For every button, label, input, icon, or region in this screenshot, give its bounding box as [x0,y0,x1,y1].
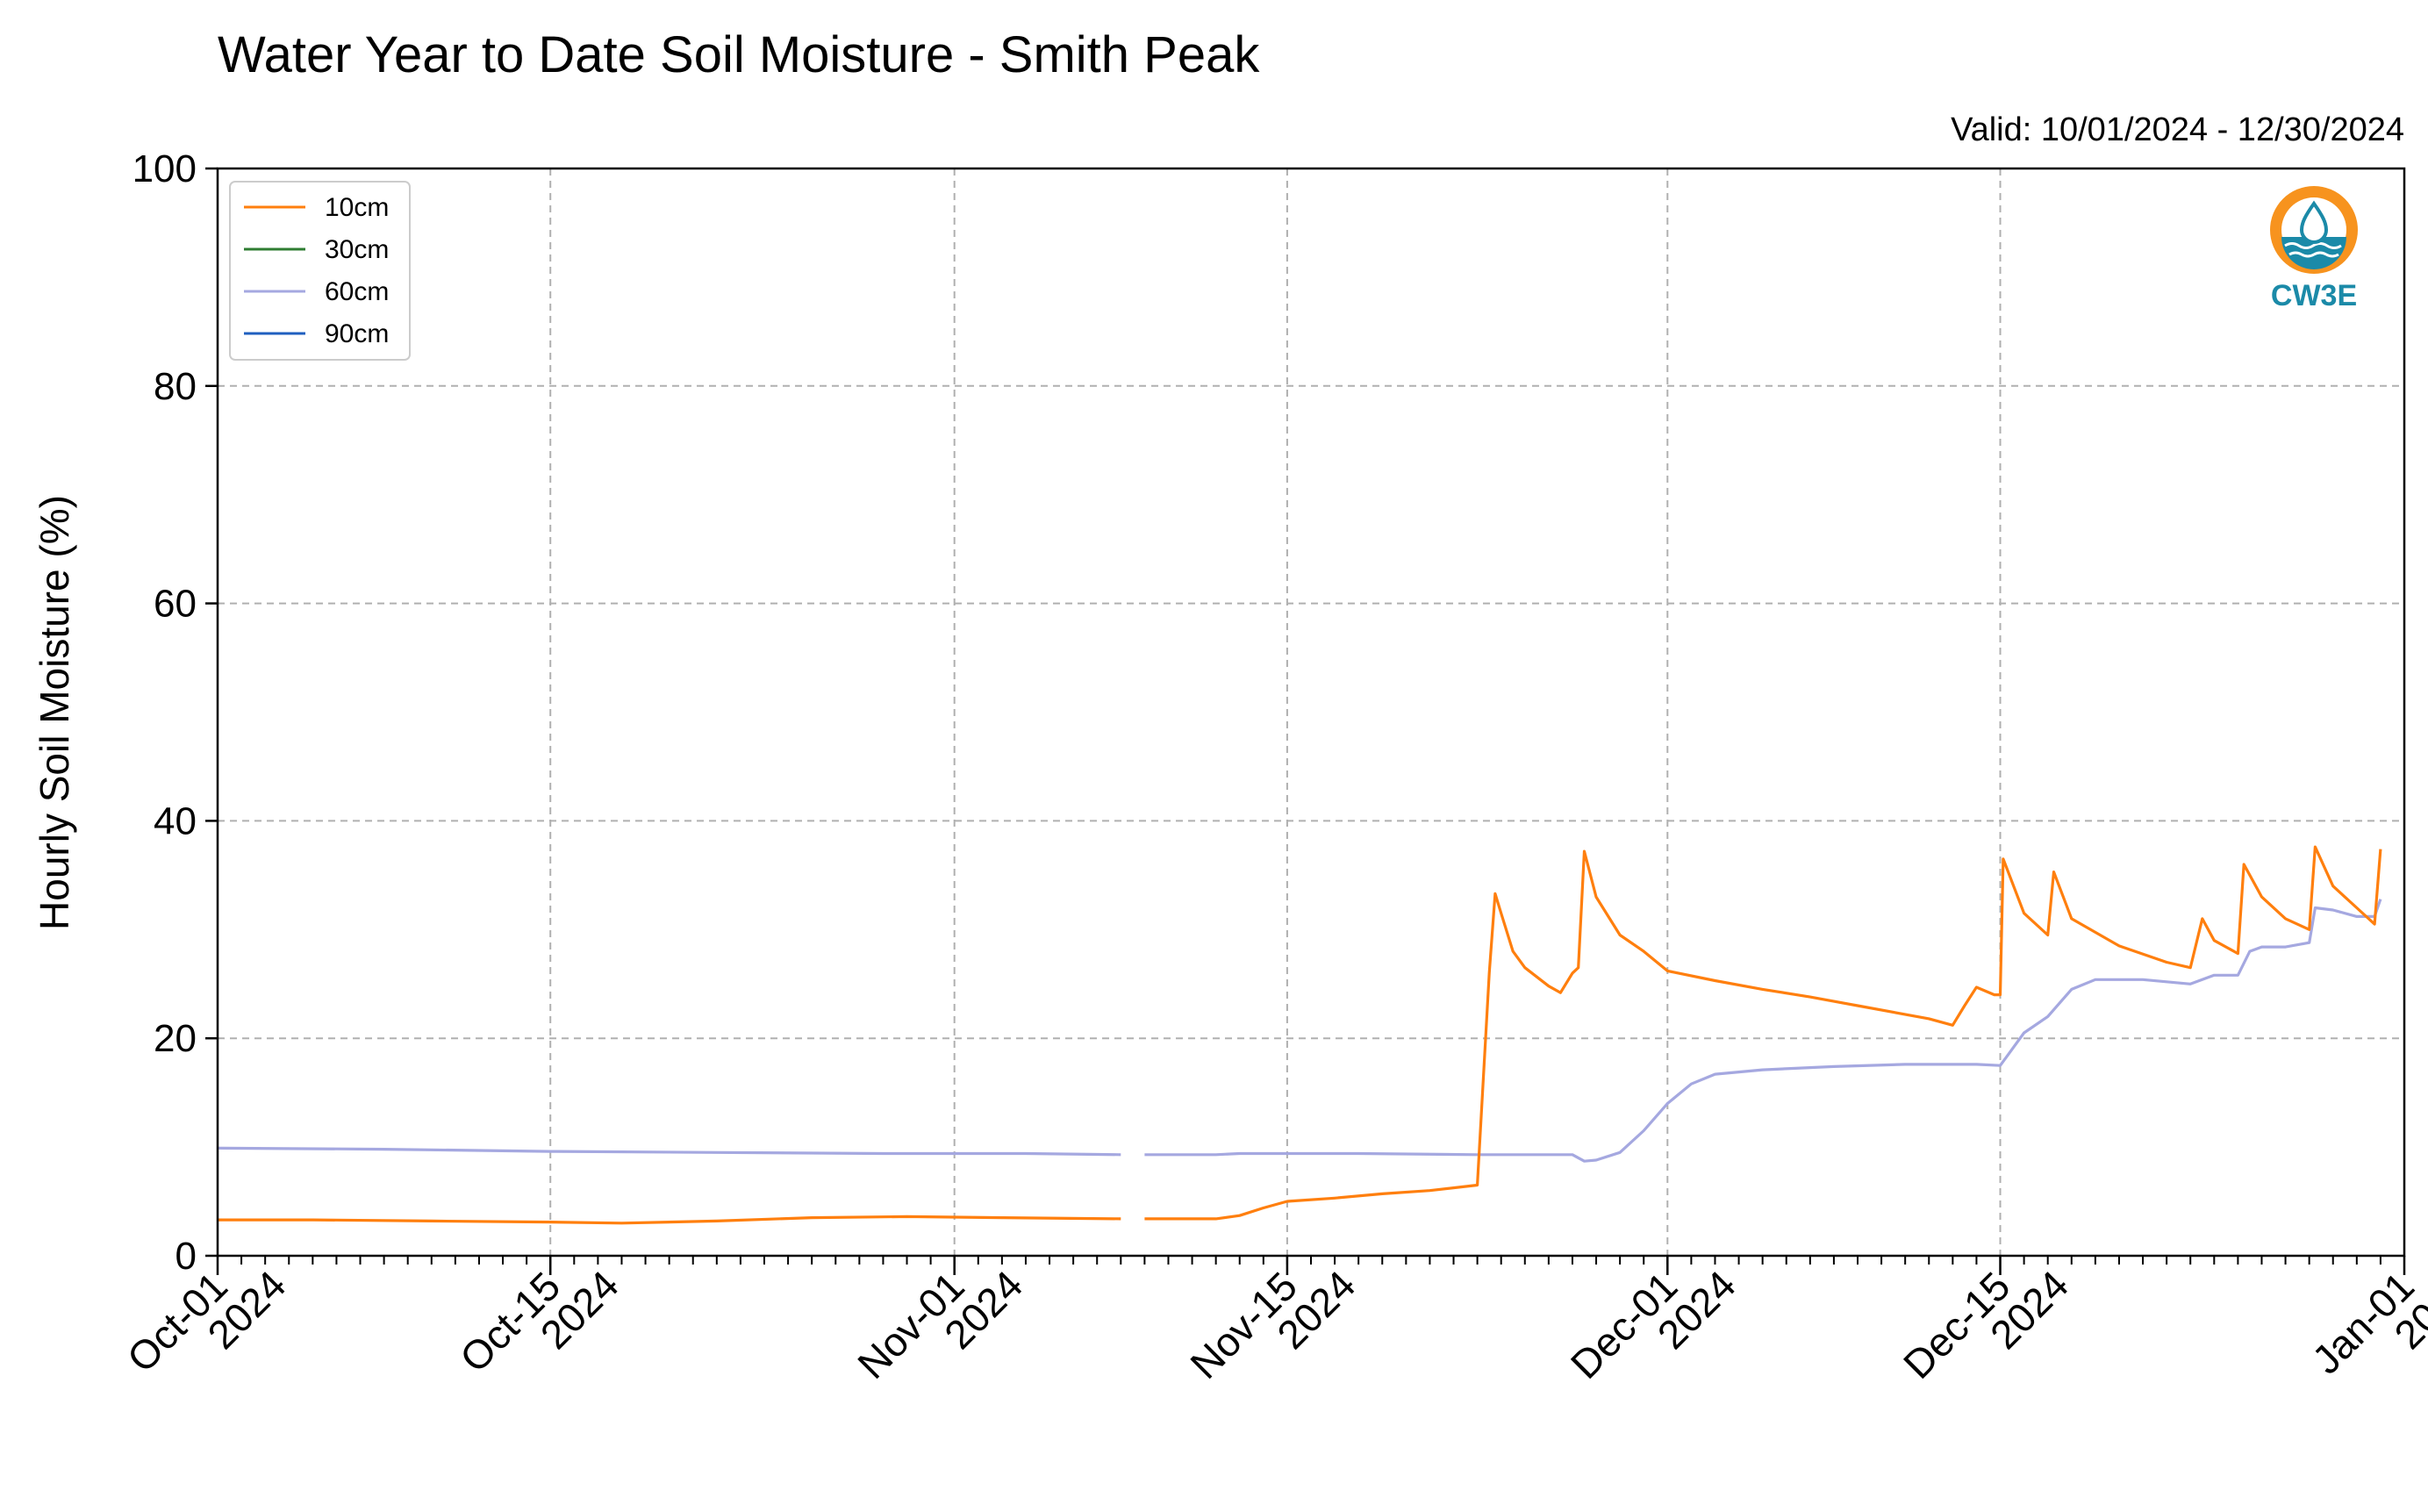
legend-label-90cm: 90cm [325,319,389,348]
series-layer [218,847,2381,1223]
y-tick-label: 20 [154,1017,197,1060]
y-tick-label: 60 [154,583,197,626]
logo-text: CW3E [2271,279,2357,312]
chart-subtitle: Valid: 10/01/2024 - 12/30/2024 [1951,111,2404,148]
grid-layer [218,168,2404,1256]
legend-label-10cm: 10cm [325,193,389,222]
series-line-10cm [1144,847,2380,1219]
series-line-60cm [218,1148,1121,1155]
y-tick-label: 40 [154,799,197,842]
legend-label-60cm: 60cm [325,277,389,306]
y-tick-label: 80 [154,365,197,408]
legend: 10cm 30cm 60cm 90cm [230,182,410,360]
y-axis-label: Hourly Soil Moisture (%) [32,495,77,930]
chart-title: Water Year to Date Soil Moisture - Smith… [218,26,1260,83]
y-tick-label: 0 [175,1235,197,1278]
legend-label-30cm: 30cm [325,235,389,264]
cw3e-logo: CW3E [2270,186,2358,312]
y-tick-label: 100 [133,147,197,190]
series-line-10cm [218,1216,1121,1222]
series-line-60cm [1144,899,2380,1162]
plot-frame [218,168,2404,1256]
